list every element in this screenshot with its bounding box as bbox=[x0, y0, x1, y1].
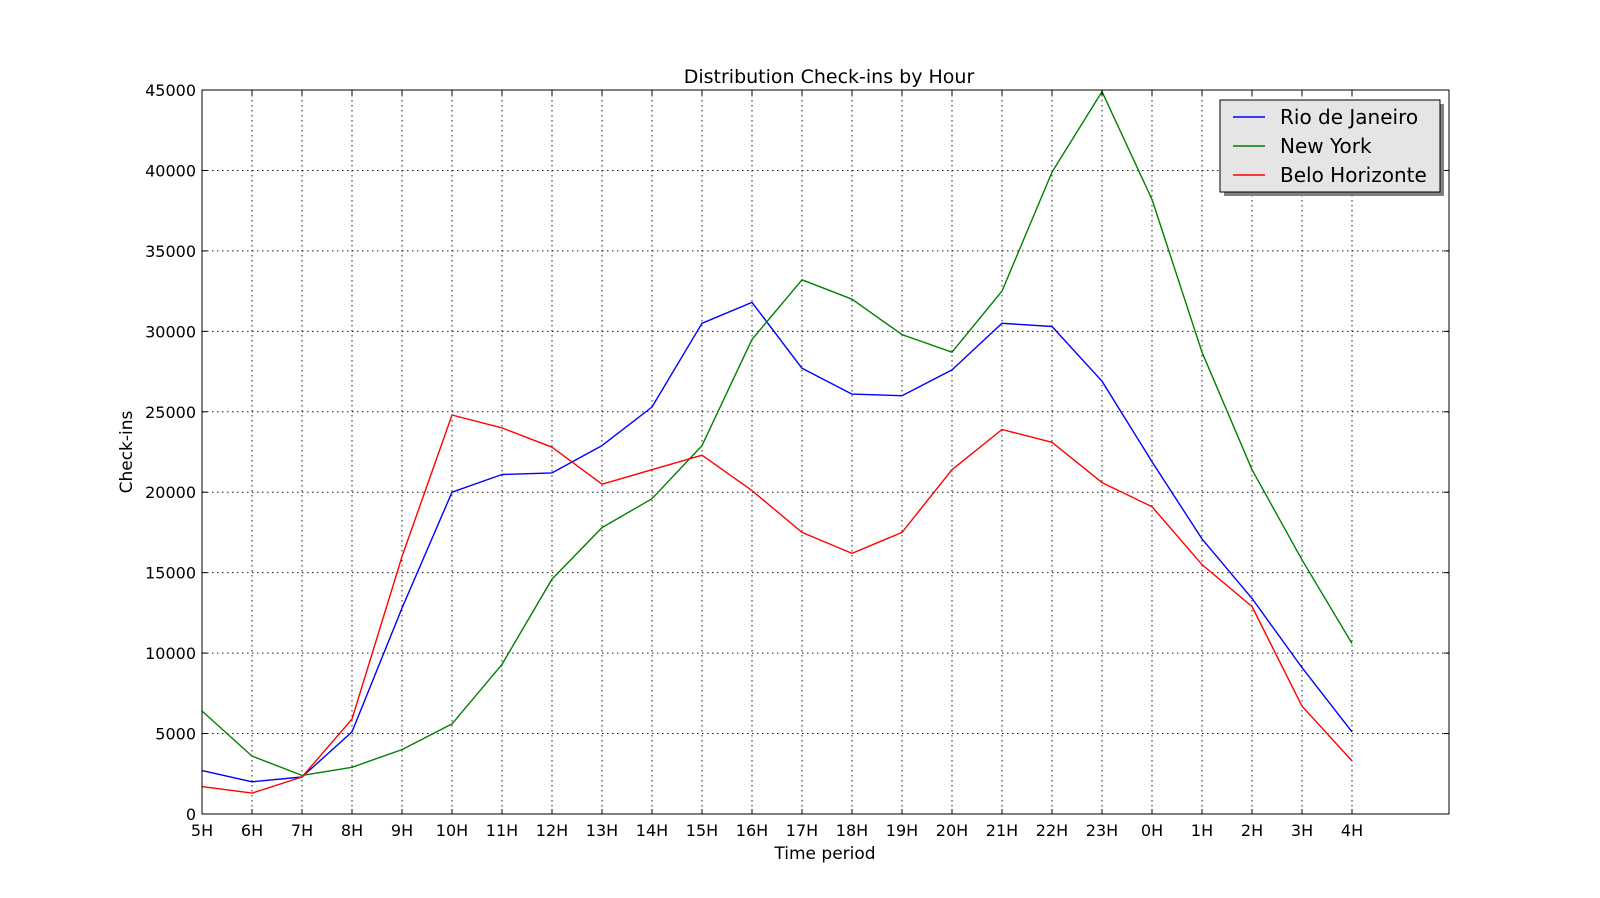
x-tick-label: 10H bbox=[436, 821, 468, 840]
x-tick-label: 8H bbox=[341, 821, 363, 840]
legend: Rio de Janeiro New York Belo Horizonte bbox=[1219, 99, 1444, 196]
x-tick-label: 11H bbox=[486, 821, 518, 840]
y-tick-label: 40000 bbox=[145, 161, 196, 180]
plot-area-frame bbox=[201, 89, 1450, 815]
x-tick-label: 12H bbox=[536, 821, 568, 840]
x-tick-label: 7H bbox=[291, 821, 313, 840]
x-tick-label: 1H bbox=[1191, 821, 1213, 840]
x-tick-label: 6H bbox=[241, 821, 263, 840]
x-tick-label: 20H bbox=[936, 821, 968, 840]
x-tick-label: 18H bbox=[836, 821, 868, 840]
y-tick-label: 15000 bbox=[145, 564, 196, 583]
y-tick-label: 0 bbox=[186, 805, 196, 824]
series-line-rio-de-janeiro bbox=[201, 301, 1353, 783]
legend-label-new-york: New York bbox=[1280, 134, 1372, 158]
chart-title: Distribution Check-ins by Hour bbox=[684, 66, 975, 88]
x-axis-label: Time period bbox=[773, 844, 875, 864]
x-tick-label: 4H bbox=[1341, 821, 1363, 840]
y-tick-label: 10000 bbox=[145, 644, 196, 663]
x-tick-label: 21H bbox=[986, 821, 1018, 840]
legend-items: Rio de Janeiro New York Belo Horizonte bbox=[1233, 105, 1427, 187]
x-tick-label: 14H bbox=[636, 821, 668, 840]
y-tick-label: 20000 bbox=[145, 483, 196, 502]
x-tick-label: 22H bbox=[1036, 821, 1068, 840]
x-tick-label: 0H bbox=[1141, 821, 1163, 840]
y-tick-label: 35000 bbox=[145, 242, 196, 261]
x-tick-label: 5H bbox=[191, 821, 213, 840]
y-tick-label: 45000 bbox=[145, 81, 196, 100]
x-axis-ticks: 5H 6H 7H 8H 9H 10H 11H 12H 13H 14H 15H 16H 17H 18H 19H… bbox=[191, 90, 1363, 840]
legend-label-belo-horizonte: Belo Horizonte bbox=[1280, 163, 1427, 187]
x-tick-label: 3H bbox=[1291, 821, 1313, 840]
x-tick-label: 17H bbox=[786, 821, 818, 840]
x-tick-label: 15H bbox=[686, 821, 718, 840]
x-tick-label: 9H bbox=[391, 821, 413, 840]
data-series bbox=[201, 90, 1353, 794]
y-axis-ticks: 0 5000 10000 15000 20000 25000 30000 35000 40000… bbox=[145, 81, 1449, 824]
y-tick-label: 25000 bbox=[145, 403, 196, 422]
series-line-new-york bbox=[201, 90, 1353, 777]
series-line-belo-horizonte bbox=[201, 414, 1353, 794]
x-tick-label: 2H bbox=[1241, 821, 1263, 840]
x-tick-label: 19H bbox=[886, 821, 918, 840]
x-tick-label: 23H bbox=[1086, 821, 1118, 840]
y-tick-label: 30000 bbox=[145, 322, 196, 341]
y-axis-label: Check-ins bbox=[117, 410, 137, 493]
x-tick-label: 13H bbox=[586, 821, 618, 840]
legend-label-rio-de-janeiro: Rio de Janeiro bbox=[1280, 105, 1418, 129]
x-tick-label: 16H bbox=[736, 821, 768, 840]
y-tick-label: 5000 bbox=[155, 725, 196, 744]
